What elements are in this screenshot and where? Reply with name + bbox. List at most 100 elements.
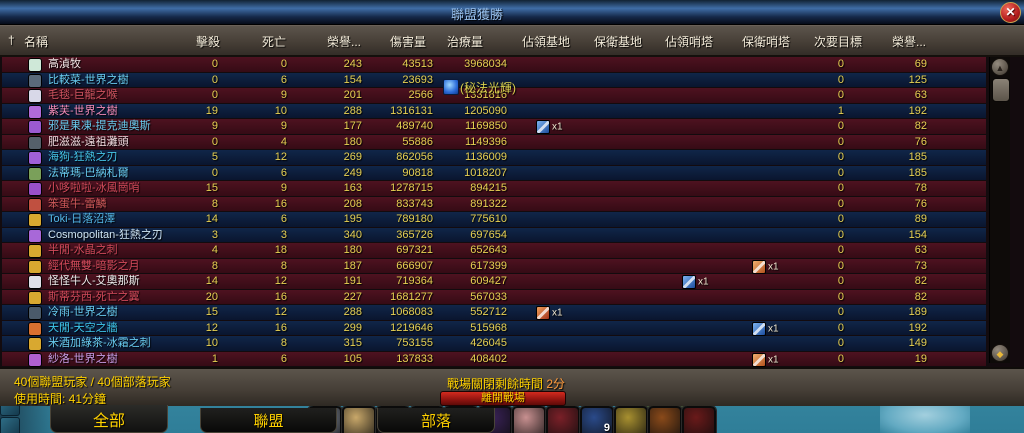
stat-deaths: 6 (280, 352, 287, 365)
actionbar-slot[interactable] (342, 406, 376, 433)
column-bases-assaulted[interactable]: 佔領基地 (522, 35, 571, 49)
table-row: 天閒-天空之牆 12 16 299 1219646 515968 0 192 x1 (2, 320, 986, 336)
stat-kills: 8 (211, 259, 218, 272)
stat-secondary: 0 (837, 213, 844, 225)
leave-battleground-button[interactable]: 離開戰場 (440, 391, 566, 406)
tab-horde[interactable]: 部落 (377, 408, 495, 433)
blue-flag-icon (536, 120, 550, 134)
class-icon (28, 182, 42, 196)
table-row: 紫芙-世界之樹 19 10 288 1316131 1205090 1 192 (2, 103, 986, 119)
stat-honor-kills: 288 (343, 306, 362, 318)
actionbar-slot[interactable] (648, 406, 682, 433)
table-row: 高湞牧 0 0 243 43513 3968034 0 69 (2, 57, 986, 72)
stat-honor-kills: 315 (343, 337, 362, 349)
column-damage[interactable]: 傷害量 (390, 35, 427, 49)
stat-healing: 515968 (470, 321, 507, 334)
class-icon (28, 244, 42, 258)
battleground-scoreboard-window: 聯盟獲勝 ✕ † 名稱 擊殺 死亡 榮譽... 傷害量 治療量 佔領基地 保衛基… (0, 0, 1024, 406)
stat-healing: 891322 (470, 197, 507, 210)
column-secondary[interactable]: 次要目標 (814, 35, 863, 49)
player-name: Cosmopolitan-狂熱之刃 (48, 228, 163, 241)
actionbar-slot[interactable]: 9 (580, 406, 614, 433)
stat-honor: 149 (908, 337, 927, 349)
stat-honor-kills: 191 (343, 275, 362, 287)
table-row: 海狗-狂熱之刃 5 12 269 862056 1136009 0 185 (2, 150, 986, 165)
actionbar-slot[interactable] (546, 406, 580, 433)
tab-alliance[interactable]: 聯盟 (200, 408, 337, 433)
column-towers-defended[interactable]: 保衛哨塔 (742, 35, 791, 49)
stat-healing: 426045 (470, 337, 507, 349)
player-name: 毛毯-巨龍之喉 (48, 89, 118, 101)
stat-damage: 1316131 (390, 104, 433, 117)
player-name: 斯蒂芬西-死亡之翼 (48, 290, 140, 303)
class-icon (28, 213, 42, 227)
class-icon (28, 73, 42, 88)
actionbar-slot[interactable] (512, 406, 546, 433)
stat-damage: 666907 (396, 259, 433, 272)
stat-honor: 76 (914, 135, 927, 148)
column-towers-assaulted[interactable]: 佔領哨塔 (665, 35, 714, 49)
stat-kills: 12 (205, 321, 218, 334)
actionbar-slot[interactable] (682, 406, 716, 433)
table-row: 肥滋滋-遠祖灘頭 0 4 180 55886 1149396 0 76 (2, 134, 986, 150)
stat-damage: 753155 (396, 337, 433, 349)
flag-count: x1 (768, 354, 779, 366)
column-bases-defended[interactable]: 保衛基地 (594, 35, 643, 49)
orange-flag-icon (752, 352, 766, 367)
stat-secondary: 0 (837, 135, 844, 148)
stat-honor-kills: 201 (343, 89, 362, 101)
stat-deaths: 6 (280, 166, 287, 179)
stat-secondary: 0 (837, 89, 844, 101)
stat-healing: 567033 (470, 290, 507, 303)
scroll-up-button[interactable]: ▲ (991, 58, 1009, 76)
table-row: 小哆啦啦-冰風崗哨 15 9 163 1278715 894215 0 78 (2, 181, 986, 196)
base-assault-flag: x1 (536, 306, 563, 320)
footer-bar: 40個聯盟玩家 / 40個部落玩家 使用時間: 41分鐘 戰場關閉剩餘時間 2分… (0, 367, 1024, 406)
stat-honor-kills: 177 (343, 120, 362, 132)
stat-honor-kills: 299 (343, 321, 362, 334)
stat-damage: 719364 (396, 275, 433, 287)
stat-damage: 90818 (402, 166, 433, 179)
stat-honor-kills: 195 (343, 213, 362, 225)
stat-deaths: 0 (280, 58, 287, 70)
stat-deaths: 16 (274, 290, 287, 303)
player-name: 怪怪牛人-艾奧那斯 (48, 275, 140, 287)
column-kills[interactable]: 擊殺 (196, 35, 221, 49)
stat-kills: 0 (211, 73, 218, 86)
stat-honor-kills: 180 (343, 135, 362, 148)
stat-secondary: 0 (837, 166, 844, 179)
actionbar-slot[interactable] (614, 406, 648, 433)
scroll-down-button[interactable]: ◆ (991, 344, 1009, 362)
stat-honor-kills: 105 (343, 352, 362, 365)
stat-secondary: 0 (837, 151, 844, 163)
scrollbar-thumb[interactable] (992, 78, 1010, 102)
stat-healing: 1136009 (464, 151, 507, 163)
base-assault-flag: x1 (536, 120, 563, 134)
column-healing[interactable]: 治療量 (447, 35, 484, 49)
stat-healing: 617399 (470, 259, 507, 272)
column-deaths[interactable]: 死亡 (262, 35, 287, 49)
stat-damage: 2566 (408, 89, 433, 101)
close-button[interactable]: ✕ (1000, 2, 1021, 23)
column-honor[interactable]: 榮譽... (892, 35, 927, 49)
stat-honor: 63 (914, 244, 927, 256)
stat-honor: 89 (914, 213, 927, 225)
stat-secondary: 0 (837, 337, 844, 349)
table-row: Cosmopolitan-狂熱之刃 3 3 340 365726 697654 0 154 (2, 227, 986, 243)
table-row: 米酒加綠茶-冰霜之刺 10 8 315 753155 426045 0 149 (2, 336, 986, 351)
stat-kills: 14 (205, 275, 218, 287)
column-name[interactable]: 名稱 (24, 35, 49, 49)
stat-damage: 1681277 (390, 290, 433, 303)
stat-deaths: 9 (280, 120, 287, 132)
background-ui-icon[interactable] (0, 417, 20, 433)
class-icon (28, 104, 42, 119)
table-row: 斯蒂芬西-死亡之翼 20 16 227 1681277 567033 0 82 (2, 289, 986, 305)
column-honor-kills[interactable]: 榮譽... (327, 35, 362, 49)
player-name: 紫芙-世界之樹 (48, 104, 118, 117)
stat-secondary: 0 (837, 259, 844, 272)
stat-kills: 20 (205, 290, 218, 303)
player-name: 天閒-天空之牆 (48, 321, 118, 334)
tab-all[interactable]: 全部 (50, 405, 168, 433)
stat-honor: 82 (914, 120, 927, 132)
cast-text: (秘法光輝) (460, 81, 516, 95)
